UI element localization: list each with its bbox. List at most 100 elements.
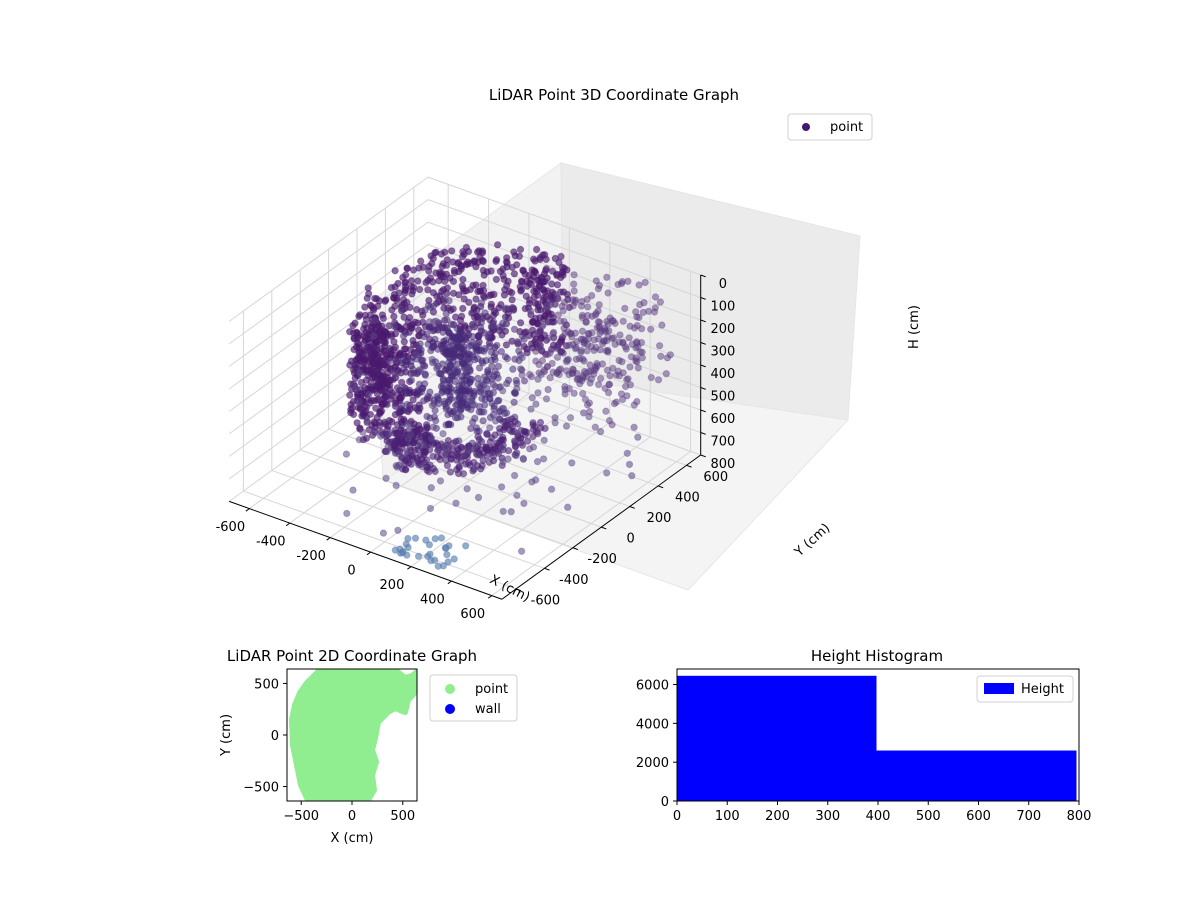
point-3d: [611, 340, 619, 348]
point-3d: [394, 279, 402, 288]
point-3d: [363, 416, 371, 425]
point-3d: [477, 299, 486, 307]
z-tick-label-3d: 400: [711, 367, 736, 382]
point-3d: [588, 291, 596, 300]
point-3d: [347, 409, 355, 417]
point-3d: [420, 397, 428, 405]
point-3d: [474, 433, 482, 441]
point-3d: [425, 541, 434, 549]
point-3d: [362, 376, 370, 384]
plot-area-2d: [289, 669, 417, 801]
point-3d: [367, 302, 376, 311]
point-3d: [451, 346, 459, 354]
point-3d: [529, 255, 538, 263]
point-3d: [422, 536, 430, 544]
point-3d: [619, 338, 627, 346]
point-3d: [462, 243, 471, 252]
point-3d: [517, 277, 526, 285]
point-3d: [445, 358, 453, 367]
point-3d: [442, 405, 450, 413]
x-tick-label-3d: -200: [296, 549, 326, 564]
point-3d: [638, 354, 646, 362]
point-3d: [603, 366, 612, 374]
x-axis-label-3d: X (cm): [487, 572, 532, 605]
point-3d: [457, 444, 466, 452]
point-3d: [657, 352, 665, 360]
point-3d: [419, 263, 427, 271]
point-3d: [491, 431, 499, 439]
point-3d: [460, 359, 468, 367]
grid-line-z-back: [427, 199, 701, 298]
point-3d: [511, 442, 520, 451]
z-tick-label-3d: 100: [711, 300, 736, 315]
z-tick-3d: [700, 297, 706, 300]
point-3d: [513, 384, 521, 393]
z-tick-3d: [700, 274, 706, 278]
point-3d: [564, 328, 572, 336]
point-3d: [565, 341, 574, 349]
point-3d: [404, 420, 412, 429]
point-3d: [632, 354, 640, 362]
point-3d: [472, 295, 480, 303]
point-3d: [444, 327, 452, 335]
point-3d: [424, 286, 432, 294]
point-3d: [535, 360, 543, 369]
y-tick-label-2d: −500: [243, 781, 279, 796]
point-3d: [416, 340, 424, 348]
point-3d: [645, 307, 653, 315]
point-3d: [578, 297, 586, 306]
point-3d: [534, 375, 542, 383]
point-3d: [437, 451, 446, 459]
point-3d: [353, 333, 362, 341]
point-3d: [442, 310, 450, 318]
point-3d: [611, 319, 619, 328]
point-3d: [437, 534, 446, 542]
z-tick-3d: [700, 364, 706, 368]
point-3d: [402, 540, 410, 548]
chart3d-title: LiDAR Point 3D Coordinate Graph: [489, 86, 739, 104]
x-tick-3d: [326, 537, 331, 541]
point-3d: [559, 288, 568, 296]
point-3d: [380, 327, 389, 335]
point-3d: [425, 262, 433, 271]
point-3d: [595, 318, 604, 327]
point-3d: [603, 273, 611, 281]
point-3d: [501, 353, 510, 361]
point-3d: [488, 348, 496, 356]
point-3d: [447, 320, 456, 328]
point-3d: [628, 472, 636, 480]
point-3d: [651, 293, 660, 301]
x-tick-label-histogram: 300: [815, 809, 840, 824]
point-3d: [473, 248, 482, 256]
point-3d: [516, 319, 525, 327]
point-3d: [628, 340, 636, 349]
point-3d: [548, 267, 557, 275]
grid-line-y-floor: [271, 469, 545, 569]
point-3d: [352, 385, 361, 394]
point-3d: [395, 440, 404, 449]
point-3d: [663, 354, 672, 362]
point-3d: [403, 447, 412, 456]
point-3d: [349, 486, 357, 494]
point-3d: [499, 507, 507, 516]
point-3d: [391, 343, 400, 351]
point-3d: [570, 389, 578, 397]
point-3d: [546, 301, 555, 309]
z-tick-3d: [700, 432, 706, 435]
legend-2d-wall-label: wall: [475, 702, 501, 717]
point-3d: [517, 365, 525, 373]
chart-histogram: Height Histogram 0 100 200 300 400 500 600 700 8…: [636, 647, 1092, 824]
y-tick-3d: [572, 547, 579, 551]
y-tick-label-3d: 200: [647, 511, 672, 526]
point-3d: [496, 267, 505, 276]
point-3d: [393, 384, 402, 392]
point-3d: [364, 366, 372, 374]
point-3d: [513, 338, 521, 346]
x-tick-label-3d: -600: [216, 520, 246, 535]
y-tick-label-2d: 0: [271, 729, 279, 744]
point-3d: [640, 299, 648, 307]
point-3d: [541, 251, 549, 259]
point-3d: [439, 430, 447, 438]
point-3d: [444, 558, 452, 566]
point-3d: [476, 287, 485, 295]
